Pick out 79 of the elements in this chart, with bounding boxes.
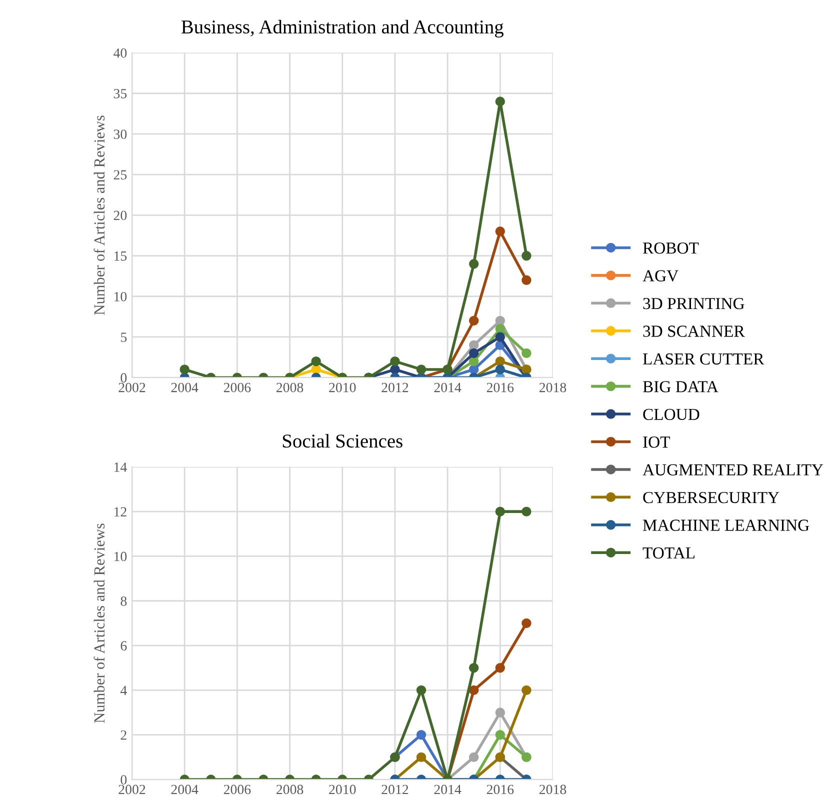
legend-label: 3D SCANNER [643, 326, 745, 337]
point [495, 364, 506, 374]
chart-title: Social Sciences [282, 434, 402, 448]
legend-label: AGV [642, 270, 678, 282]
point [495, 96, 506, 106]
point [522, 685, 532, 696]
point [495, 316, 506, 326]
y-axis-title: Number of Articles and Reviews [94, 116, 105, 315]
y-tick-label: 10 [114, 292, 127, 302]
point [469, 685, 479, 696]
legend-label: CLOUD [643, 408, 700, 420]
y-tick-label: 30 [114, 130, 127, 139]
chart-title: Business, Administration and Accounting [181, 20, 504, 38]
point [522, 348, 532, 358]
x-tick-label: 2010 [329, 784, 356, 794]
point [390, 356, 400, 366]
x-tick-label: 2018 [539, 382, 566, 392]
x-tick-label: 2016 [486, 382, 514, 392]
point [416, 730, 426, 740]
x-tick-label: 2006 [224, 784, 251, 794]
legend-label: LASER CUTTER [642, 353, 764, 365]
y-tick-label: 0 [120, 775, 127, 784]
legend-label: ROBOT [642, 242, 699, 254]
point [495, 730, 506, 740]
x-tick-label: 2018 [539, 784, 566, 794]
y-tick-label: 10 [114, 552, 127, 562]
point [495, 356, 506, 366]
legend-label: CYBERSECURITY [643, 492, 780, 504]
point [495, 708, 506, 718]
y-tick-label: 8 [120, 596, 127, 606]
point [469, 340, 479, 350]
legend-label: MACHINE LEARNING [642, 520, 810, 531]
y-tick-label: 35 [114, 89, 127, 98]
y-tick-label: 0 [120, 373, 127, 383]
y-tick-label: 2 [120, 730, 126, 740]
x-tick-label: 2012 [382, 382, 408, 392]
x-tick-label: 2002 [118, 382, 146, 392]
point [469, 356, 479, 366]
legend-label: TOTAL [642, 547, 694, 559]
legend-label: 3D PRINTING [643, 298, 744, 310]
point [495, 332, 506, 342]
x-tick-label: 2004 [171, 382, 198, 392]
y-tick-label: 12 [114, 507, 126, 516]
y-tick-label: 15 [114, 251, 127, 261]
point [495, 226, 506, 236]
y-tick-label: 25 [114, 170, 127, 180]
x-tick-label: 2008 [276, 784, 304, 794]
legend-label: BIG DATA [642, 381, 718, 392]
point [522, 250, 532, 261]
y-tick-label: 6 [120, 641, 127, 650]
x-tick-label: 2006 [224, 382, 251, 392]
y-axis-title: Number of Articles and Reviews [94, 524, 105, 723]
x-tick-label: 2012 [382, 784, 408, 794]
x-tick-label: 2008 [276, 382, 304, 392]
point [469, 316, 479, 326]
point [522, 275, 532, 285]
legend-label: IOT [643, 436, 670, 448]
point [522, 618, 532, 628]
x-tick-label: 2014 [434, 784, 462, 794]
point [469, 259, 479, 269]
point [180, 364, 190, 374]
legend-label: AUGMENTED REALITY [642, 464, 824, 476]
point [416, 364, 426, 374]
x-tick-label: 2016 [486, 784, 514, 794]
y-tick-label: 20 [114, 210, 127, 220]
point [495, 663, 506, 673]
x-tick-label: 2002 [118, 784, 146, 794]
point [416, 685, 426, 696]
y-tick-label: 5 [121, 332, 127, 342]
point [495, 324, 506, 334]
point [469, 348, 479, 358]
x-tick-label: 2004 [171, 784, 198, 794]
y-tick-label: 14 [114, 462, 127, 472]
y-tick-label: 4 [120, 686, 127, 696]
x-tick-label: 2014 [434, 382, 462, 392]
y-tick-label: 40 [114, 48, 127, 58]
x-tick-label: 2010 [329, 382, 356, 392]
point [311, 356, 321, 366]
point [469, 663, 479, 673]
